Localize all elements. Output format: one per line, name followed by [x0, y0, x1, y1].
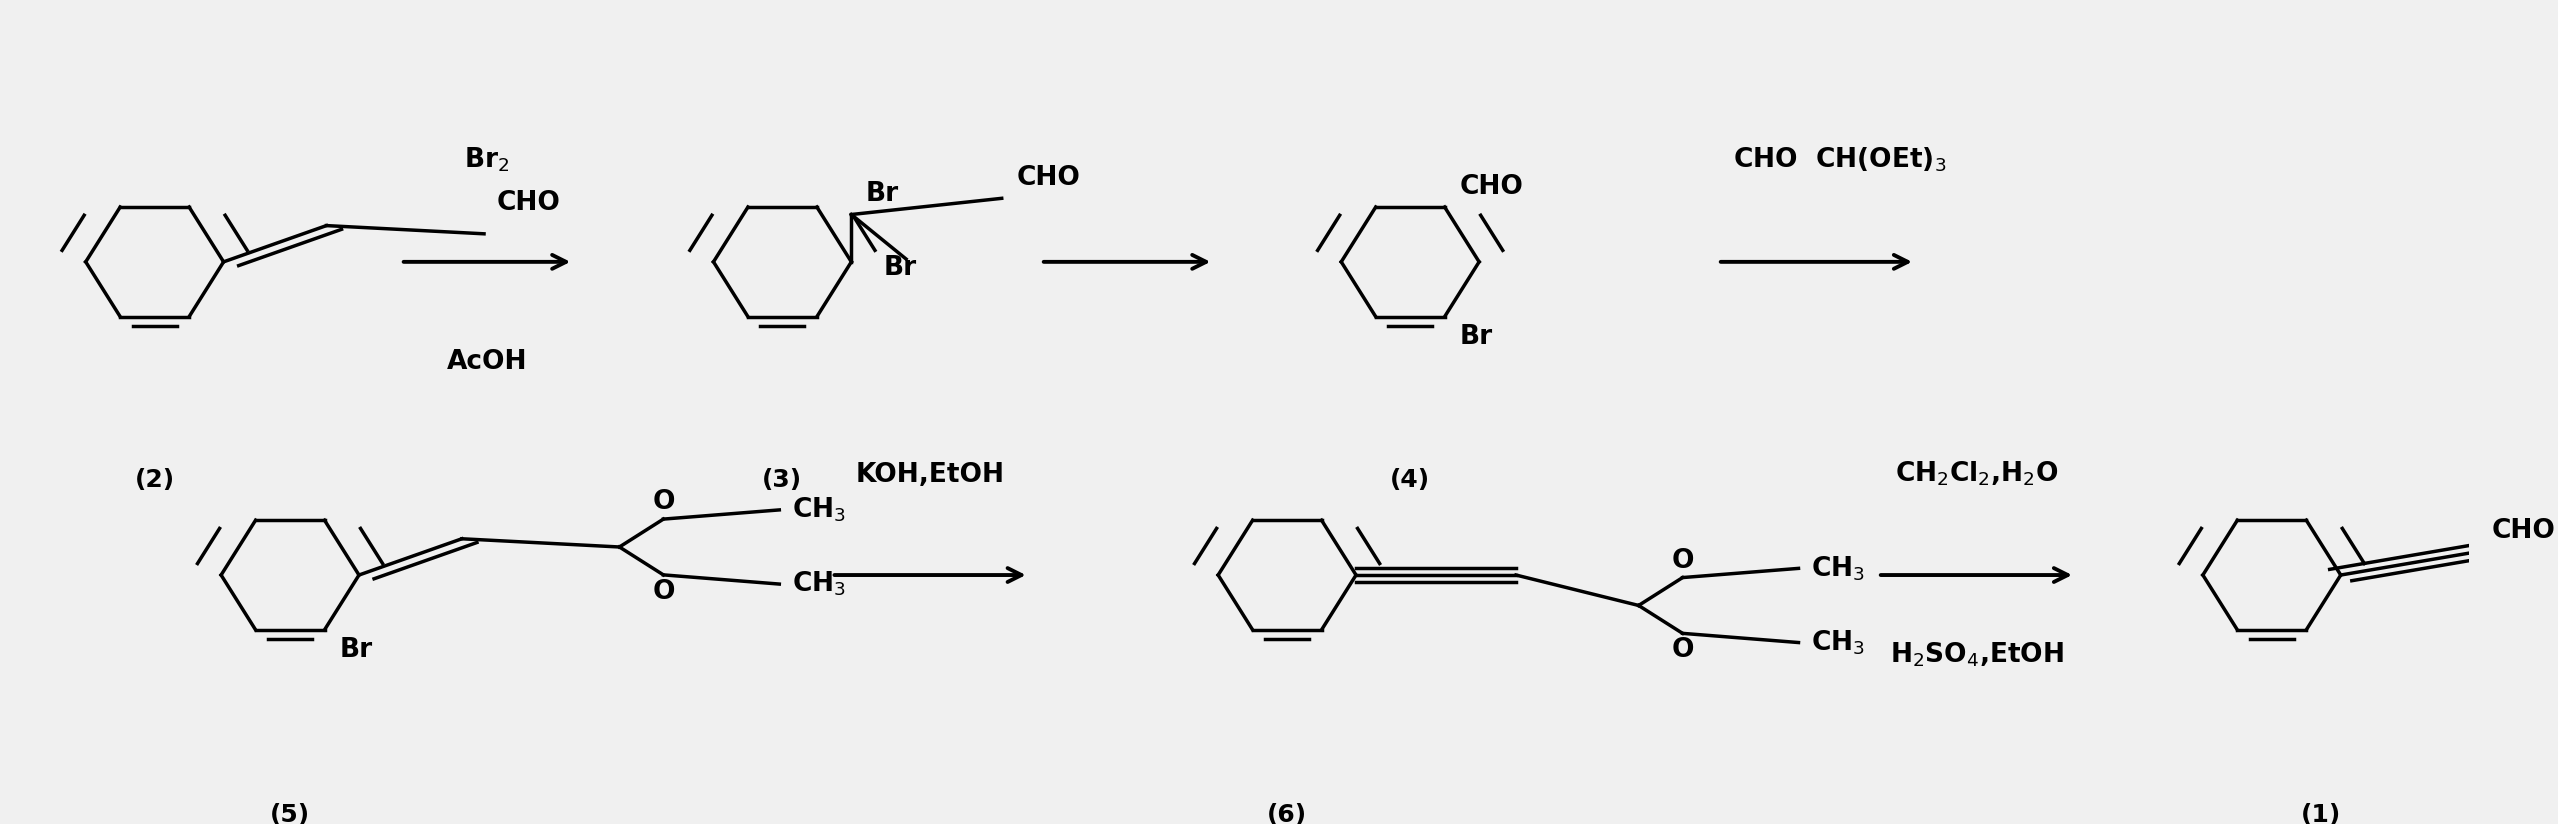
Text: CH$_3$: CH$_3$	[790, 496, 847, 524]
Text: KOH,EtOH: KOH,EtOH	[854, 461, 1005, 488]
Text: O: O	[1670, 637, 1693, 663]
Text: Br: Br	[885, 255, 918, 280]
Text: Br$_2$: Br$_2$	[466, 146, 509, 175]
Text: CH$_3$: CH$_3$	[790, 570, 847, 598]
Text: O: O	[652, 578, 675, 605]
Text: (2): (2)	[136, 468, 174, 493]
Text: Br: Br	[340, 637, 373, 663]
Text: CH$_3$: CH$_3$	[1811, 628, 1865, 657]
Text: CH$_2$Cl$_2$,H$_2$O: CH$_2$Cl$_2$,H$_2$O	[1895, 459, 2059, 488]
Text: (5): (5)	[271, 803, 310, 824]
Text: (4): (4)	[1389, 468, 1430, 493]
Text: O: O	[652, 489, 675, 516]
Text: CHO: CHO	[2491, 518, 2555, 544]
Text: Br: Br	[867, 181, 900, 207]
Text: (6): (6)	[1266, 803, 1307, 824]
Text: H$_2$SO$_4$,EtOH: H$_2$SO$_4$,EtOH	[1890, 640, 2064, 669]
Text: AcOH: AcOH	[448, 349, 527, 375]
Text: CHO  CH(OEt)$_3$: CHO CH(OEt)$_3$	[1732, 146, 1947, 175]
Text: Br: Br	[1461, 324, 1491, 350]
Text: CHO: CHO	[496, 190, 560, 216]
Text: O: O	[1670, 548, 1693, 574]
Text: CH$_3$: CH$_3$	[1811, 554, 1865, 583]
Text: CHO: CHO	[1016, 165, 1079, 191]
Text: (1): (1)	[2302, 803, 2341, 824]
Text: (3): (3)	[762, 468, 803, 493]
Text: CHO: CHO	[1461, 174, 1525, 199]
